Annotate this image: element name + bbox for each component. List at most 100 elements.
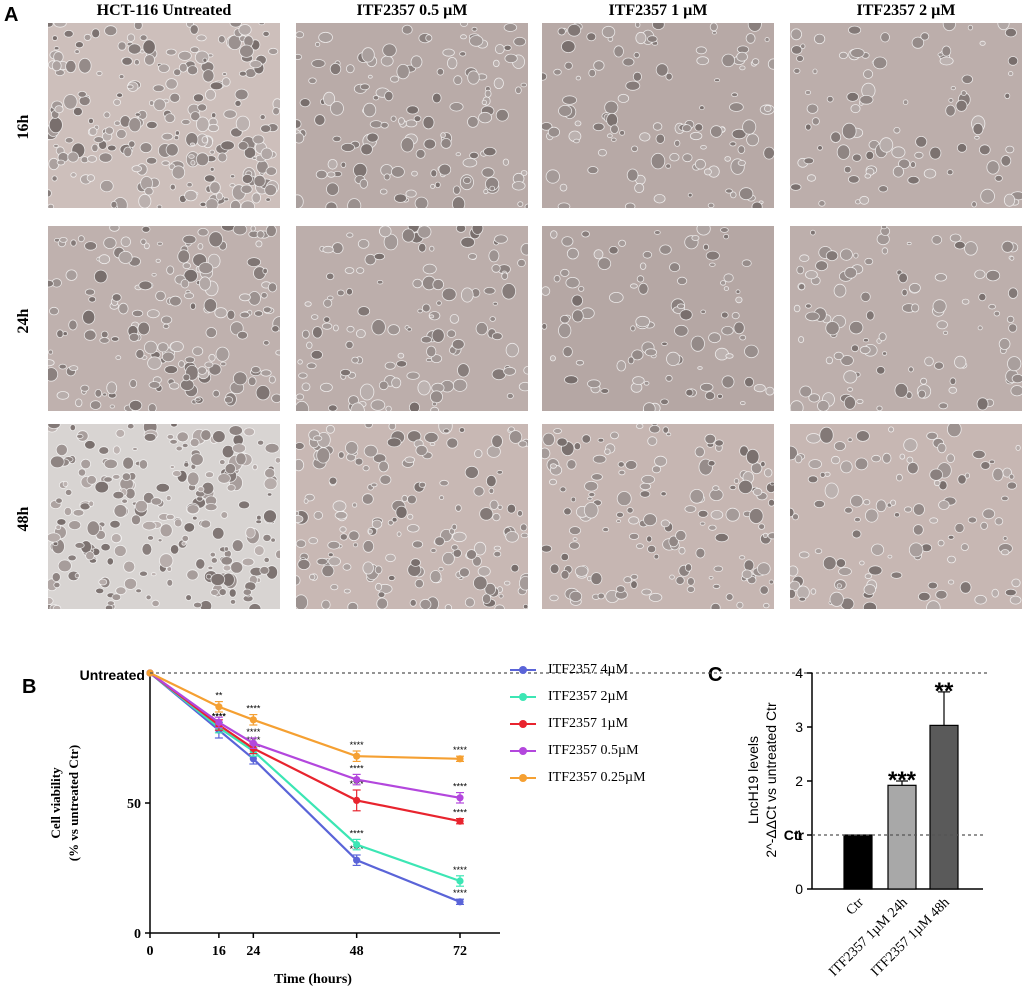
b-significance-label: ****: [246, 743, 261, 753]
c-y-tick-label: 3: [795, 719, 803, 735]
b-series-line-1: [149, 672, 461, 903]
micrograph-24h-col2: [296, 226, 528, 411]
c-bar-1: [843, 834, 873, 890]
b-data-point: [456, 877, 464, 885]
c-y-tick-label: 1: [795, 827, 803, 843]
c-significance-label: **: [935, 678, 954, 705]
b-ylabel-line2: (% vs untreated Ctr): [66, 745, 81, 861]
column-header-1um: ITF2357 1 µM: [608, 2, 708, 19]
c-ylabel-line1: LncH19 levels: [745, 736, 761, 824]
b-data-point: [353, 796, 361, 805]
c-ylabel-line2: 2^-ΔΔCt vs untreated Ctr: [763, 702, 779, 858]
c-y-tick-label: 2: [795, 773, 803, 789]
row-header-24h: 24h: [15, 308, 32, 334]
b-significance-label: **: [215, 691, 223, 701]
legend-swatch: [510, 745, 536, 757]
micrograph-24h-col3: [542, 226, 774, 411]
legend-swatch: [510, 664, 536, 676]
micrograph-16h-col1: [48, 23, 280, 208]
micrograph-48h-col4: [790, 424, 1022, 609]
panel-letter-c: C: [708, 664, 723, 686]
legend-label: ITF2357 2µM: [548, 688, 629, 704]
b-data-point: [456, 817, 464, 825]
b-data-point: [146, 669, 154, 677]
b-data-point: [215, 726, 223, 734]
b-data-point: [146, 669, 154, 677]
b-significance-label: ****: [453, 865, 468, 875]
b-ylabel-line1: Cell viability: [48, 767, 63, 839]
row-header-16h: 16h: [15, 114, 32, 140]
c-reference-label: Ctr: [784, 827, 805, 843]
b-x-tick-label: 0: [147, 944, 154, 959]
b-significance-label: ****: [453, 808, 468, 818]
c-category-label: ITF2357 1µM 24h: [826, 895, 911, 980]
legend-item-4: ITF2357 0.5µM: [510, 737, 646, 764]
b-x-tick-label: 16: [212, 944, 226, 959]
b-x-tick-label: 48: [350, 944, 364, 959]
b-data-point: [353, 856, 361, 864]
micrograph-48h-col1: [48, 424, 280, 609]
b-x-tick-label: 72: [453, 944, 467, 959]
b-legend: ITF2357 4µM ITF2357 2µM ITF2357 1µM ITF2357…: [510, 656, 646, 791]
c-significance-label: ***: [888, 767, 917, 794]
b-data-point: [249, 716, 257, 724]
c-bar-3: [929, 724, 959, 890]
legend-item-2: ITF2357 2µM: [510, 683, 646, 710]
b-y-tick-label: 0: [134, 927, 141, 942]
b-xlabel: Time (hours): [274, 972, 352, 987]
b-significance-label: ****: [350, 740, 365, 750]
b-significance-label: ****: [350, 763, 365, 773]
b-significance-label: ****: [212, 711, 227, 721]
legend-label: ITF2357 1µM: [548, 715, 629, 731]
b-significance-label: ****: [350, 828, 365, 838]
b-data-point: [353, 841, 361, 849]
legend-item-5: ITF2357 0.25µM: [510, 764, 646, 791]
b-data-point: [456, 794, 464, 802]
b-y-tick-label: 50: [127, 797, 141, 812]
legend-label: ITF2357 4µM: [548, 661, 629, 677]
b-significance-label: ****: [350, 779, 365, 789]
row-header-48h: 48h: [15, 506, 32, 532]
b-significance-label: ****: [246, 704, 261, 714]
b-data-point: [249, 739, 257, 747]
b-data-point: [353, 752, 361, 760]
micrograph-16h-col3: [542, 23, 774, 208]
b-data-point: [249, 747, 257, 755]
b-series-line-4: [149, 672, 461, 799]
micrograph-48h-col3: [542, 424, 774, 609]
b-significance-label: ****: [212, 711, 227, 721]
legend-item-3: ITF2357 1µM: [510, 710, 646, 737]
micrograph-16h-col4: [790, 23, 1022, 208]
column-header-2um: ITF2357 2 µM: [856, 2, 956, 19]
b-significance-label: ****: [350, 844, 365, 854]
legend-swatch: [510, 691, 536, 703]
micrograph-24h-col4: [790, 226, 1022, 411]
b-significance-label: ****: [453, 782, 468, 792]
legend-swatch: [510, 718, 536, 730]
b-data-point: [215, 721, 223, 729]
b-significance-label: ****: [246, 735, 261, 745]
b-data-point: [456, 898, 464, 906]
column-header-0-5um: ITF2357 0.5 µM: [356, 2, 468, 19]
b-data-point: [249, 744, 257, 753]
b-data-point: [146, 669, 154, 677]
b-data-point: [215, 724, 223, 732]
legend-label: ITF2357 0.25µM: [548, 769, 646, 785]
legend-label: ITF2357 0.5µM: [548, 742, 639, 758]
panel-letter-b: B: [22, 676, 37, 698]
b-series-line-2: [149, 672, 461, 883]
b-data-point: [353, 776, 361, 784]
legend-swatch: [510, 772, 536, 784]
micrograph-24h-col1: [48, 226, 280, 411]
b-data-point: [146, 669, 154, 677]
b-significance-label: ****: [453, 888, 468, 898]
c-category-label: ITF2357 1µM 48h: [868, 895, 953, 980]
b-reference-label: Untreated: [80, 667, 145, 683]
b-data-point: [146, 669, 154, 677]
c-category-label: Ctr: [844, 895, 867, 918]
b-data-point: [215, 718, 223, 727]
b-series-line-3: [149, 672, 461, 823]
b-series-line-5: [149, 672, 461, 760]
c-y-tick-label: 4: [795, 665, 803, 681]
b-significance-label: ****: [246, 727, 261, 737]
